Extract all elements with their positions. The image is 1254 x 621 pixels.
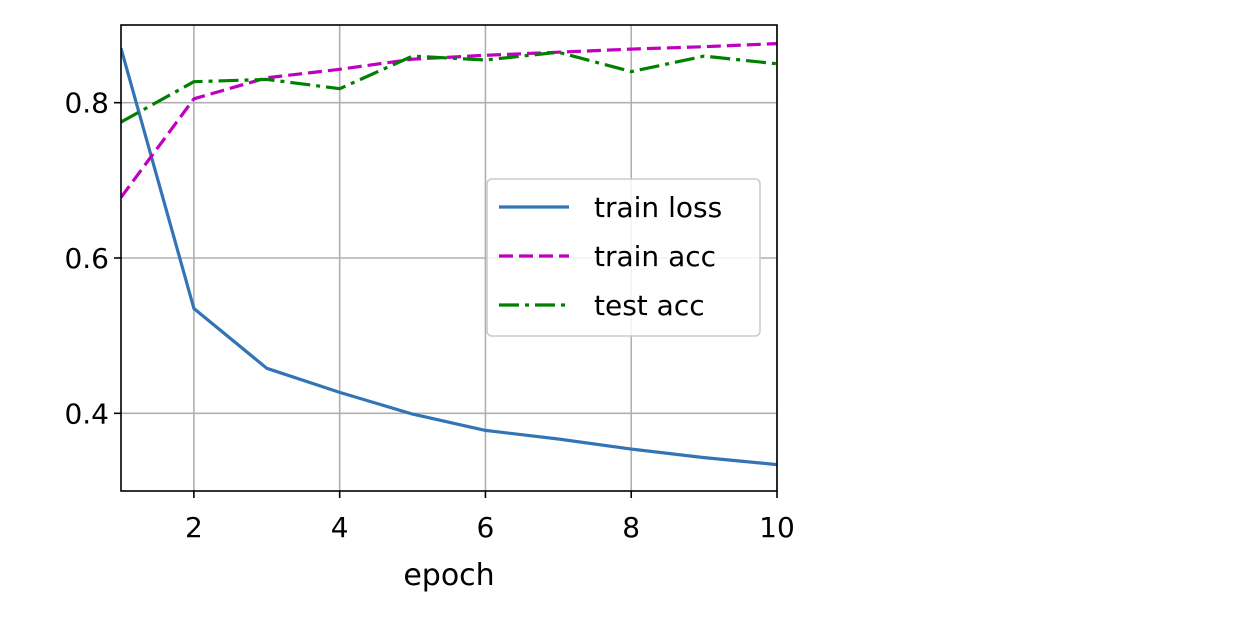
y-tick-label: 0.6 <box>64 242 109 275</box>
legend-label-train-loss: train loss <box>594 191 722 224</box>
series-line-train-loss <box>121 47 777 467</box>
legend-label-train-acc: train acc <box>594 240 716 273</box>
plot-lines <box>121 42 777 467</box>
series-line-train-acc <box>121 42 777 199</box>
axis-ticks: 2 4 6 8 10 0.4 0.6 0.8 <box>64 87 794 544</box>
x-tick-label: 4 <box>331 511 349 544</box>
series-line-test-acc <box>121 50 777 124</box>
legend-label-test-acc: test acc <box>594 289 705 322</box>
y-tick-label: 0.4 <box>64 397 109 430</box>
x-tick-label: 10 <box>759 511 795 544</box>
x-tick-label: 2 <box>185 511 203 544</box>
legend-box <box>486 178 761 337</box>
x-tick-label: 8 <box>622 511 640 544</box>
y-tick-label: 0.8 <box>64 87 109 120</box>
legend: train loss train acc test acc <box>486 178 761 337</box>
x-tick-label: 6 <box>477 511 495 544</box>
x-axis-label: epoch <box>403 558 494 593</box>
